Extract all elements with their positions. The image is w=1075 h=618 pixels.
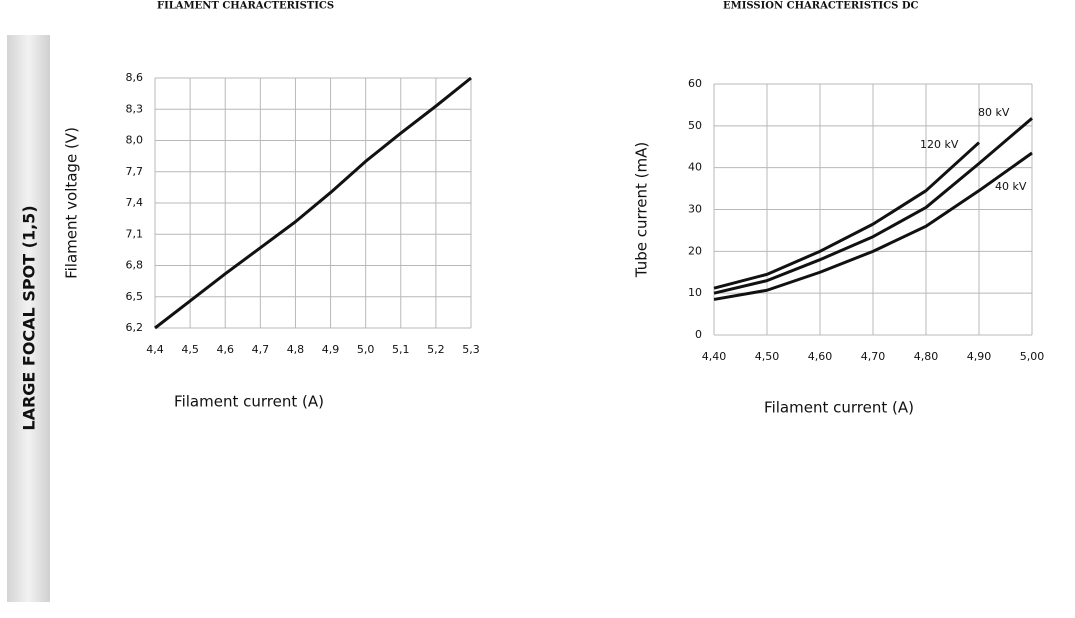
x-tick-label: 5,0 <box>357 343 375 356</box>
x-tick-label: 4,60 <box>808 350 833 363</box>
y-tick-label: 8,0 <box>126 134 144 147</box>
x-tick-label: 4,6 <box>216 343 234 356</box>
y-tick-label: 10 <box>688 286 702 299</box>
series-label: 40 kV <box>995 180 1027 193</box>
x-tick-label: 4,40 <box>702 350 727 363</box>
side-label: LARGE FOCAL SPOT (1,5) <box>20 205 39 430</box>
side-bar <box>7 35 50 602</box>
y-axis-title: Filament voltage (V) <box>63 127 81 279</box>
y-tick-label: 60 <box>688 77 702 90</box>
x-tick-label: 4,9 <box>322 343 340 356</box>
x-axis-title: Filament current (A) <box>764 399 914 417</box>
y-tick-label: 6,2 <box>126 321 144 334</box>
y-tick-label: 7,7 <box>126 165 144 178</box>
data-line <box>713 117 1033 295</box>
y-tick-label: 40 <box>688 161 702 174</box>
x-tick-label: 5,2 <box>427 343 445 356</box>
y-tick-label: 8,6 <box>126 71 144 84</box>
x-tick-label: 5,1 <box>392 343 410 356</box>
y-tick-label: 20 <box>688 244 702 257</box>
y-tick-label: 0 <box>695 328 702 341</box>
y-tick-label: 8,3 <box>126 102 144 115</box>
x-tick-label: 4,7 <box>252 343 270 356</box>
data-line <box>713 151 1033 301</box>
series-label: 120 kV <box>920 138 959 151</box>
y-tick-label: 6,5 <box>126 290 144 303</box>
x-tick-label: 4,4 <box>146 343 164 356</box>
x-tick-label: 4,8 <box>287 343 305 356</box>
x-tick-label: 4,50 <box>755 350 780 363</box>
x-tick-label: 4,90 <box>967 350 992 363</box>
x-tick-label: 4,70 <box>861 350 886 363</box>
y-axis-title: Tube current (mA) <box>633 142 651 278</box>
x-axis-title: Filament current (A) <box>174 393 324 411</box>
y-tick-label: 50 <box>688 119 702 132</box>
x-tick-label: 5,3 <box>462 343 480 356</box>
data-line <box>713 141 981 290</box>
y-tick-label: 6,8 <box>126 259 144 272</box>
x-tick-label: 4,80 <box>914 350 939 363</box>
x-tick-label: 4,5 <box>181 343 199 356</box>
data-line <box>154 76 472 330</box>
y-tick-label: 7,1 <box>126 227 144 240</box>
series-label: 80 kV <box>978 106 1010 119</box>
chart-title: EMISSION CHARACTERISTICS DC <box>723 1 919 12</box>
y-tick-label: 30 <box>688 203 702 216</box>
x-tick-label: 5,00 <box>1020 350 1045 363</box>
y-tick-label: 7,4 <box>126 196 144 209</box>
chart-title: FILAMENT CHARACTERISTICS <box>157 1 334 12</box>
